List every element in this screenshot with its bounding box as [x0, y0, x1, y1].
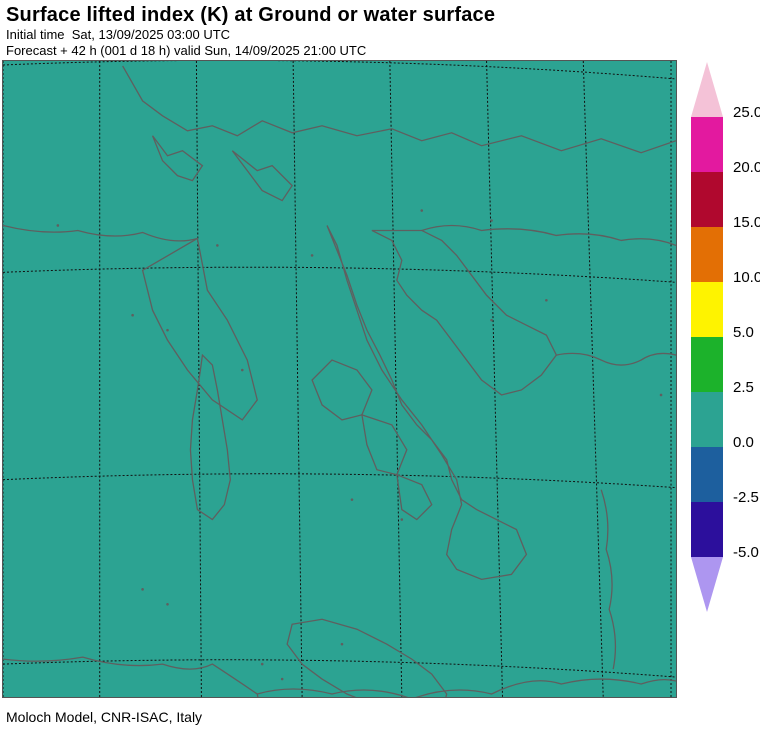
colorbar-band-15-20[interactable] — [691, 172, 723, 227]
colorbar-band-5-10[interactable] — [691, 282, 723, 337]
colorbar-band-10-15[interactable] — [691, 227, 723, 282]
footer-credit: Moloch Model, CNR-ISAC, Italy — [6, 709, 202, 725]
colorbar-band-2.5-5[interactable] — [691, 337, 723, 392]
colorbar-tick-15: 15.0 — [733, 214, 760, 231]
page-title: Surface lifted index (K) at Ground or wa… — [6, 4, 706, 27]
weather-map[interactable] — [2, 60, 677, 698]
colorbar-tick-2-5: 2.5 — [733, 379, 754, 396]
colorbar-tick-labels: 25.0 20.0 15.0 10.0 5.0 2.5 0.0 -2.5 -5.… — [733, 62, 760, 662]
colorbar-band-neg5-neg2.5[interactable] — [691, 502, 723, 557]
map-background — [3, 61, 676, 697]
colorbar-band-20-25[interactable] — [691, 117, 723, 172]
colorbar-band-neg2.5-0[interactable] — [691, 447, 723, 502]
colorbar-band-top-arrow[interactable] — [691, 62, 723, 117]
colorbar-tick-neg5: -5.0 — [733, 544, 759, 561]
colorbar-tick-0: 0.0 — [733, 434, 754, 451]
colorbar-tick-20: 20.0 — [733, 159, 760, 176]
colorbar-tick-5: 5.0 — [733, 324, 754, 341]
colorbar-tick-neg2-5: -2.5 — [733, 489, 759, 506]
colorbar-band-0-2.5[interactable] — [691, 392, 723, 447]
colorbar[interactable] — [683, 62, 731, 662]
initial-time-text: Initial time Sat, 13/09/2025 03:00 UTC — [6, 27, 706, 43]
header-block: Surface lifted index (K) at Ground or wa… — [6, 4, 706, 60]
colorbar-band-bottom-arrow[interactable] — [691, 557, 723, 612]
colorbar-tick-25: 25.0 — [733, 104, 760, 121]
forecast-time-text: Forecast + 42 h (001 d 18 h) valid Sun, … — [6, 43, 706, 59]
colorbar-tick-10: 10.0 — [733, 269, 760, 286]
